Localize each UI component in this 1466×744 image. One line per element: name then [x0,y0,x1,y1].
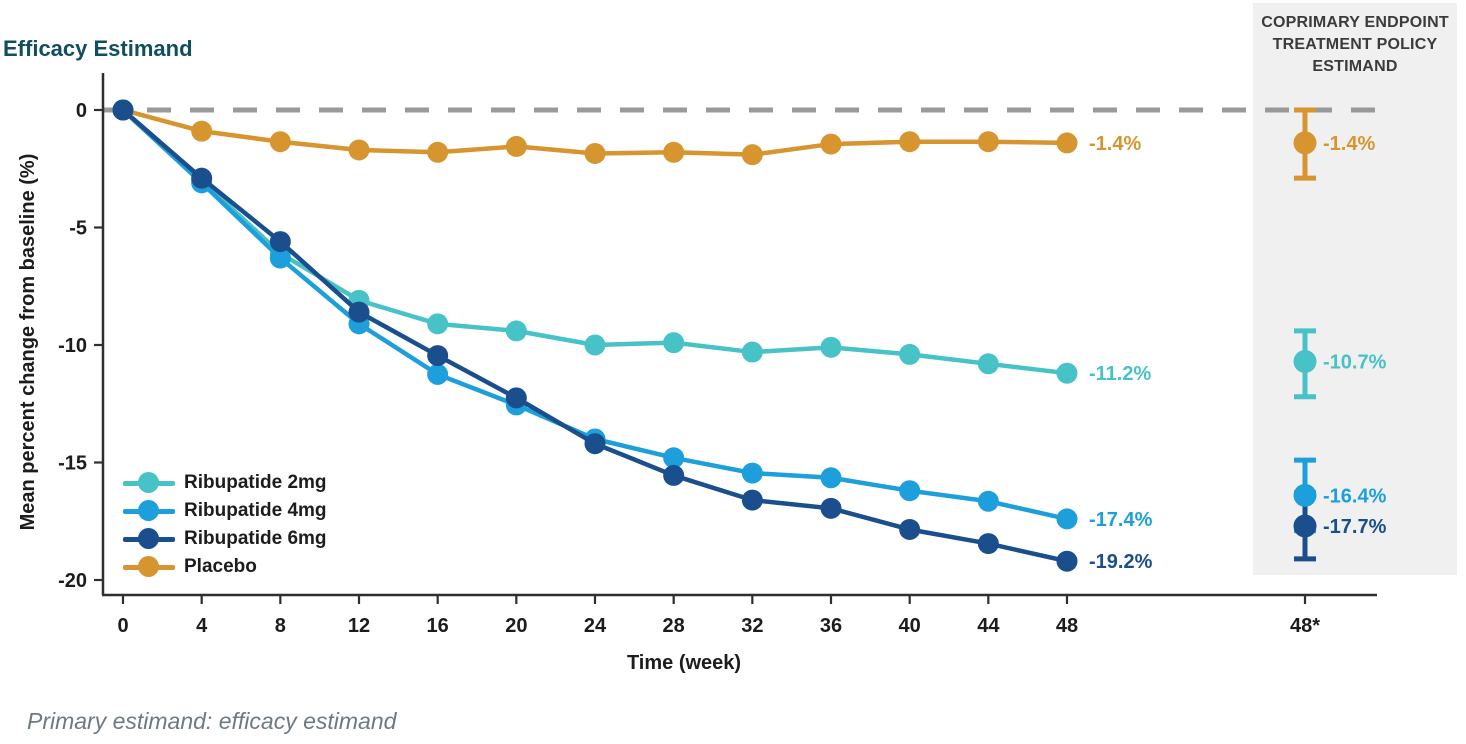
data-point-placebo-wk4 [191,120,213,142]
legend-label: Ribupatide 2mg [184,472,327,493]
x-tick-label: 28 [663,615,685,637]
endpoint-point-ribupatide-4mg [1293,483,1317,507]
data-point-ribupatide-6mg-wk48 [1056,550,1078,572]
data-point-placebo-wk36 [820,133,842,155]
data-point-ribupatide-4mg-wk40 [899,480,921,502]
data-point-ribupatide-4mg-wk8 [269,247,291,269]
x-tick-label: 16 [427,615,449,637]
treatment-policy-panel-background [1253,3,1457,575]
series-line-ribupatide-4mg [120,107,1070,522]
chart-title: Efficacy Estimand [3,36,193,61]
x-tick-label-48-star: 48* [1290,615,1320,637]
endpoint-point-placebo [1293,131,1317,155]
data-point-ribupatide-2mg-wk44 [977,353,999,375]
legend-label: Placebo [184,556,257,577]
legend-item-placebo: Placebo [123,553,327,581]
x-tick-label: 36 [820,615,842,637]
data-point-ribupatide-2mg-wk36 [820,336,842,358]
data-point-ribupatide-2mg-wk32 [741,341,763,363]
data-point-ribupatide-4mg-wk36 [820,467,842,489]
data-point-ribupatide-4mg-wk28 [663,447,685,469]
data-point-placebo-wk40 [899,131,921,153]
data-point-ribupatide-6mg-wk12 [348,301,370,323]
data-point-placebo-wk44 [977,131,999,153]
data-point-ribupatide-2mg-wk28 [663,332,685,354]
y-tick-label: -15 [58,453,87,475]
x-tick-label: 20 [505,615,527,637]
data-point-placebo-wk20 [505,135,527,157]
data-point-ribupatide-6mg-wk4 [191,167,213,189]
y-tick-label: -5 [69,218,87,240]
legend-marker-icon [123,472,175,494]
x-tick-label: 32 [741,615,763,637]
legend-item-ribupatide-2mg: Ribupatide 2mg [123,469,327,497]
data-point-ribupatide-6mg-wk36 [820,497,842,519]
x-tick-label: 12 [348,615,370,637]
x-tick-label: 40 [899,615,921,637]
endpoint-point-ribupatide-6mg [1293,514,1317,538]
data-point-placebo-wk16 [427,141,449,163]
data-point-ribupatide-6mg-wk16 [427,345,449,367]
end-label-placebo: -1.4% [1089,133,1141,155]
y-tick-label: -10 [58,335,87,357]
data-point-ribupatide-6mg-wk20 [505,387,527,409]
figure-caption: Primary estimand: efficacy estimand [27,708,397,734]
x-tick-label: 44 [977,615,1000,637]
legend-label: Ribupatide 4mg [184,500,327,521]
data-point-ribupatide-2mg-wk16 [427,313,449,335]
endpoint-label-ribupatide-2mg: -10.7% [1323,351,1387,373]
data-point-placebo-wk32 [741,144,763,166]
data-point-ribupatide-6mg-wk24 [584,433,606,455]
data-point-ribupatide-2mg-wk20 [505,320,527,342]
end-label-ribupatide-4mg: -17.4% [1089,509,1153,531]
data-point-ribupatide-4mg-wk48 [1056,508,1078,530]
data-point-ribupatide-4mg-wk32 [741,462,763,484]
endpoint-label-ribupatide-4mg: -16.4% [1323,485,1387,507]
data-point-placebo-wk12 [348,139,370,161]
y-tick-label: -20 [58,570,87,592]
data-point-placebo-wk8 [269,131,291,153]
y-axis-label: Mean percent change from baseline (%) [17,153,39,531]
x-tick-label: 0 [117,615,128,637]
x-tick-label: 8 [275,615,286,637]
data-point-ribupatide-2mg-wk48 [1056,362,1078,384]
data-point-ribupatide-6mg-wk32 [741,489,763,511]
data-point-ribupatide-4mg-wk44 [977,490,999,512]
data-point-ribupatide-6mg-wk0 [112,99,134,121]
end-label-ribupatide-2mg: -11.2% [1089,363,1151,385]
data-point-placebo-wk48 [1056,132,1078,154]
data-point-ribupatide-6mg-wk44 [977,533,999,555]
data-point-ribupatide-2mg-wk24 [584,334,606,356]
legend-item-ribupatide-4mg: Ribupatide 4mg [123,497,327,525]
x-axis-label: Time (week) [626,652,742,674]
data-point-placebo-wk24 [584,142,606,164]
legend-marker-icon [123,528,175,550]
panel-header-line-3: ESTIMAND [1312,58,1398,75]
legend-label: Ribupatide 6mg [184,528,327,549]
endpoint-point-ribupatide-2mg [1293,349,1317,373]
legend-marker-icon [123,556,175,578]
data-point-ribupatide-2mg-wk40 [899,343,921,365]
coprimary-endpoint-panel-header: COPRIMARY ENDPOINT TREATMENT POLICY ESTI… [1253,12,1457,78]
end-label-ribupatide-6mg: -19.2% [1089,551,1153,573]
legend-marker-icon [123,500,175,522]
data-point-ribupatide-4mg-wk16 [427,363,449,385]
y-tick-label: 0 [76,100,87,122]
x-tick-label: 24 [584,615,607,637]
legend-item-ribupatide-6mg: Ribupatide 6mg [123,525,327,553]
data-point-ribupatide-6mg-wk8 [269,231,291,253]
endpoint-label-ribupatide-6mg: -17.7% [1323,516,1387,538]
data-point-ribupatide-6mg-wk28 [663,464,685,486]
data-point-placebo-wk28 [663,141,685,163]
data-point-ribupatide-6mg-wk40 [899,518,921,540]
panel-header-line-2: TREATMENT POLICY [1272,36,1438,53]
endpoint-label-placebo: -1.4% [1323,133,1375,155]
legend: Ribupatide 2mg Ribupatide 4mg Ribupatide… [123,469,327,581]
x-tick-label: 48 [1056,615,1078,637]
panel-header-line-1: COPRIMARY ENDPOINT [1261,14,1449,31]
x-tick-label: 4 [196,615,208,637]
